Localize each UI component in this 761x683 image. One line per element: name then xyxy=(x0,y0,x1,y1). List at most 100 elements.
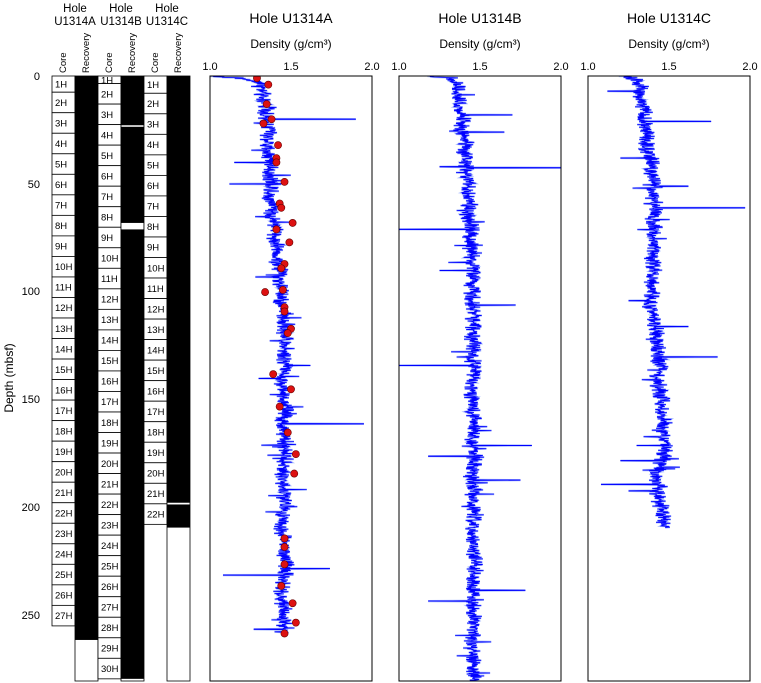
core-label: 15H xyxy=(55,365,73,376)
core-label: 4H xyxy=(101,130,113,141)
core-label: 7H xyxy=(101,192,113,203)
core-label: 5H xyxy=(147,161,159,172)
core-label: 18H xyxy=(101,418,119,429)
core-label: 16H xyxy=(147,386,165,397)
core-column-u1314c: 1H 2H 3H 4H 5H 6H 7H 8H 9H 10H 11H 12H 13H 14H 15H 16H 1… xyxy=(143,75,191,682)
core-label: 3H xyxy=(101,110,113,121)
core-label: 1H xyxy=(147,80,159,91)
core-label: 24H xyxy=(101,541,119,552)
hole-c-core-header: Core xyxy=(150,52,161,73)
hole-a-label: Hole xyxy=(63,3,87,15)
core-label: 23H xyxy=(55,529,73,540)
depth-tick-label: 200 xyxy=(22,502,40,514)
core-label: 5H xyxy=(55,160,67,171)
core-label: 12H xyxy=(147,304,165,315)
panel-plot-area xyxy=(600,76,746,529)
core-label: 13H xyxy=(147,325,165,336)
core-label: 17H xyxy=(55,406,73,417)
discrete-density-point xyxy=(280,307,289,316)
discrete-density-point xyxy=(280,629,289,638)
discrete-density-point xyxy=(290,469,299,478)
core-label: 14H xyxy=(101,336,119,347)
core-label: 11H xyxy=(101,274,118,285)
discrete-density-point xyxy=(277,203,286,212)
depth-tick-label: 50 xyxy=(28,179,40,191)
panel-hole-u1314c: Hole U1314C Density (g/cm³) 1.0 1.5 2.0 xyxy=(580,10,758,682)
core-label: 20H xyxy=(101,459,119,470)
discrete-density-point xyxy=(272,225,281,234)
core-label: 13H xyxy=(101,315,119,326)
recovery-bar xyxy=(121,229,144,679)
core-label: 2H xyxy=(101,89,113,100)
panel-c-title: Hole U1314C xyxy=(627,10,711,26)
depth-tick-label: 100 xyxy=(22,286,40,298)
hole-c-label: Hole xyxy=(155,3,179,15)
panel-c-xtick: 1.5 xyxy=(661,61,676,73)
core-label: 22H xyxy=(147,510,165,521)
panel-a-xlabel: Density (g/cm³) xyxy=(250,37,331,51)
discrete-density-point xyxy=(275,402,284,411)
discrete-density-point xyxy=(277,264,286,273)
recovery-bar xyxy=(167,504,190,528)
panel-c-xtick: 2.0 xyxy=(742,61,757,73)
core-label: 7H xyxy=(55,201,67,212)
discrete-density-point xyxy=(278,286,287,294)
hole-b-header: Hole U1314B Core Recovery xyxy=(100,3,142,73)
panel-b-xtick: 1.5 xyxy=(472,61,487,73)
core-label: 21H xyxy=(55,488,73,499)
panel-c-xtick: 1.0 xyxy=(580,61,595,73)
panel-a-frame xyxy=(209,75,373,682)
core-label: 11H xyxy=(147,284,164,295)
depth-ticks: 0 50 100 150 200 250 xyxy=(22,71,40,622)
core-label: 6H xyxy=(101,171,113,182)
core-columns: 1H 2H 3H 4H 5H 6H 7H 8H 9H 10H 11H 12H 13H 14H 15H 16H 1… xyxy=(51,75,191,682)
density-series-line xyxy=(399,76,561,681)
discrete-density-point xyxy=(269,370,278,379)
recovery-bar xyxy=(75,76,98,640)
panel-b-frame xyxy=(398,75,562,682)
core-label: 10H xyxy=(101,254,119,265)
core-label: 21H xyxy=(147,489,165,500)
core-label: 17H xyxy=(101,397,119,408)
discrete-density-point xyxy=(272,158,281,167)
core-label: 8H xyxy=(55,221,67,232)
core-label: 19H xyxy=(55,447,73,458)
core-column-u1314a: 1H 2H 3H 4H 5H 6H 7H 8H 9H 10H 11H 12H 13H 14H 15H 16H 1… xyxy=(51,75,99,682)
core-label: 18H xyxy=(147,427,165,438)
core-label: 15H xyxy=(147,366,165,377)
depth-tick-label: 150 xyxy=(22,394,40,406)
core-label: 3H xyxy=(55,118,67,129)
discrete-density-point xyxy=(262,100,271,108)
density-series-line xyxy=(600,76,746,528)
core-label: 16H xyxy=(55,385,73,396)
core-label: 2H xyxy=(55,98,67,109)
discrete-density-point xyxy=(285,238,294,247)
core-label: 25H xyxy=(55,570,73,581)
discrete-density-point xyxy=(283,329,292,338)
panel-c-xlabel: Density (g/cm³) xyxy=(628,37,709,51)
core-label: 12H xyxy=(101,295,119,306)
hole-a-core-header: Core xyxy=(58,52,69,73)
core-label: 14H xyxy=(147,345,165,356)
recovery-bar xyxy=(121,126,144,223)
discrete-density-point xyxy=(288,219,297,227)
discrete-density-point xyxy=(259,119,268,128)
core-label: 27H xyxy=(101,602,119,613)
core-label: 1H xyxy=(101,75,113,86)
panel-a-xtick: 2.0 xyxy=(364,61,379,73)
core-label: 24H xyxy=(55,550,73,561)
panel-b-data xyxy=(399,76,561,681)
core-label: 25H xyxy=(101,561,119,572)
discrete-density-point xyxy=(291,618,300,627)
hole-b-label: Hole xyxy=(109,3,133,15)
panel-plot-area xyxy=(399,76,561,681)
discrete-density-point xyxy=(283,428,292,437)
discrete-density-point xyxy=(287,385,295,394)
core-label: 15H xyxy=(101,356,119,367)
discrete-density-point xyxy=(288,599,297,608)
panel-c-data xyxy=(600,76,746,529)
panel-b-title: Hole U1314B xyxy=(438,10,521,26)
core-label: 28H xyxy=(101,623,119,634)
panel-a-data xyxy=(210,76,364,638)
